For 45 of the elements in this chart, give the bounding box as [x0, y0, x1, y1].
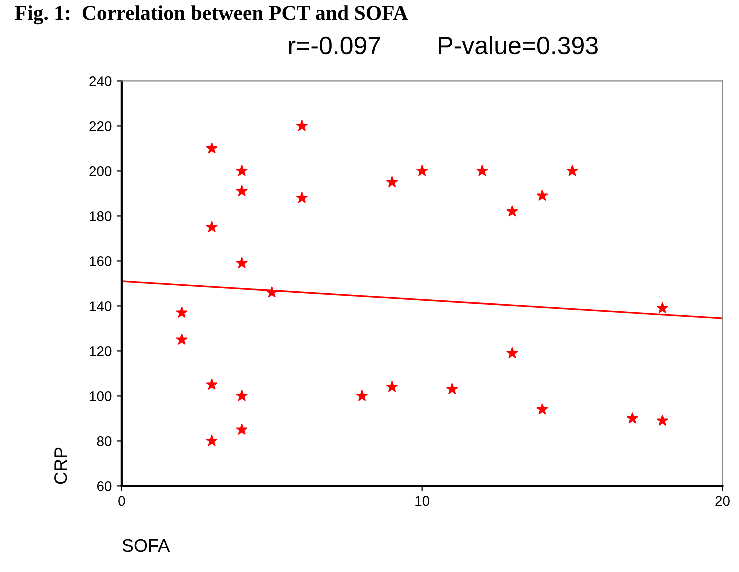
point [296, 192, 308, 204]
point [236, 258, 248, 268]
point [236, 186, 248, 196]
point [176, 307, 188, 318]
y-tick-label: 240 [90, 76, 112, 86]
point [386, 176, 398, 188]
point [566, 165, 578, 176]
y-tick-label: 60 [97, 482, 112, 492]
point [176, 334, 188, 345]
point [236, 390, 248, 402]
point [356, 390, 368, 402]
point [626, 412, 638, 424]
chart-subtitle: r=-0.097 P-value=0.393 [289, 36, 598, 55]
chart-title: Fig. 1: Correlation between PCT and SOFA [15, 6, 408, 25]
point [206, 379, 218, 390]
x-tick-label: 0 [118, 496, 126, 506]
point [386, 381, 398, 392]
point [206, 142, 218, 154]
y-tick-label: 200 [90, 166, 112, 176]
y-tick-label: 180 [90, 212, 112, 222]
point [446, 384, 458, 394]
point [656, 302, 668, 314]
point [506, 348, 518, 358]
point [236, 165, 248, 176]
point [476, 165, 488, 176]
point [656, 415, 668, 426]
point [416, 165, 428, 176]
point [506, 206, 518, 217]
x-tick-label: 10 [416, 496, 430, 506]
x-axis-title: SOFA [122, 539, 170, 552]
point [536, 404, 548, 415]
point [206, 435, 218, 446]
point [266, 286, 278, 298]
y-tick-label: 160 [90, 256, 112, 266]
y-axis-title: CRP [54, 448, 68, 484]
point [236, 424, 248, 435]
point [206, 222, 218, 232]
point [296, 120, 308, 132]
y-tick-label: 80 [97, 436, 112, 446]
y-tick-label: 220 [90, 122, 112, 132]
x-tick-label: 20 [716, 496, 730, 506]
y-tick-label: 100 [90, 392, 112, 402]
y-tick-label: 120 [90, 346, 112, 356]
point [536, 190, 548, 201]
y-tick-label: 140 [90, 302, 112, 312]
